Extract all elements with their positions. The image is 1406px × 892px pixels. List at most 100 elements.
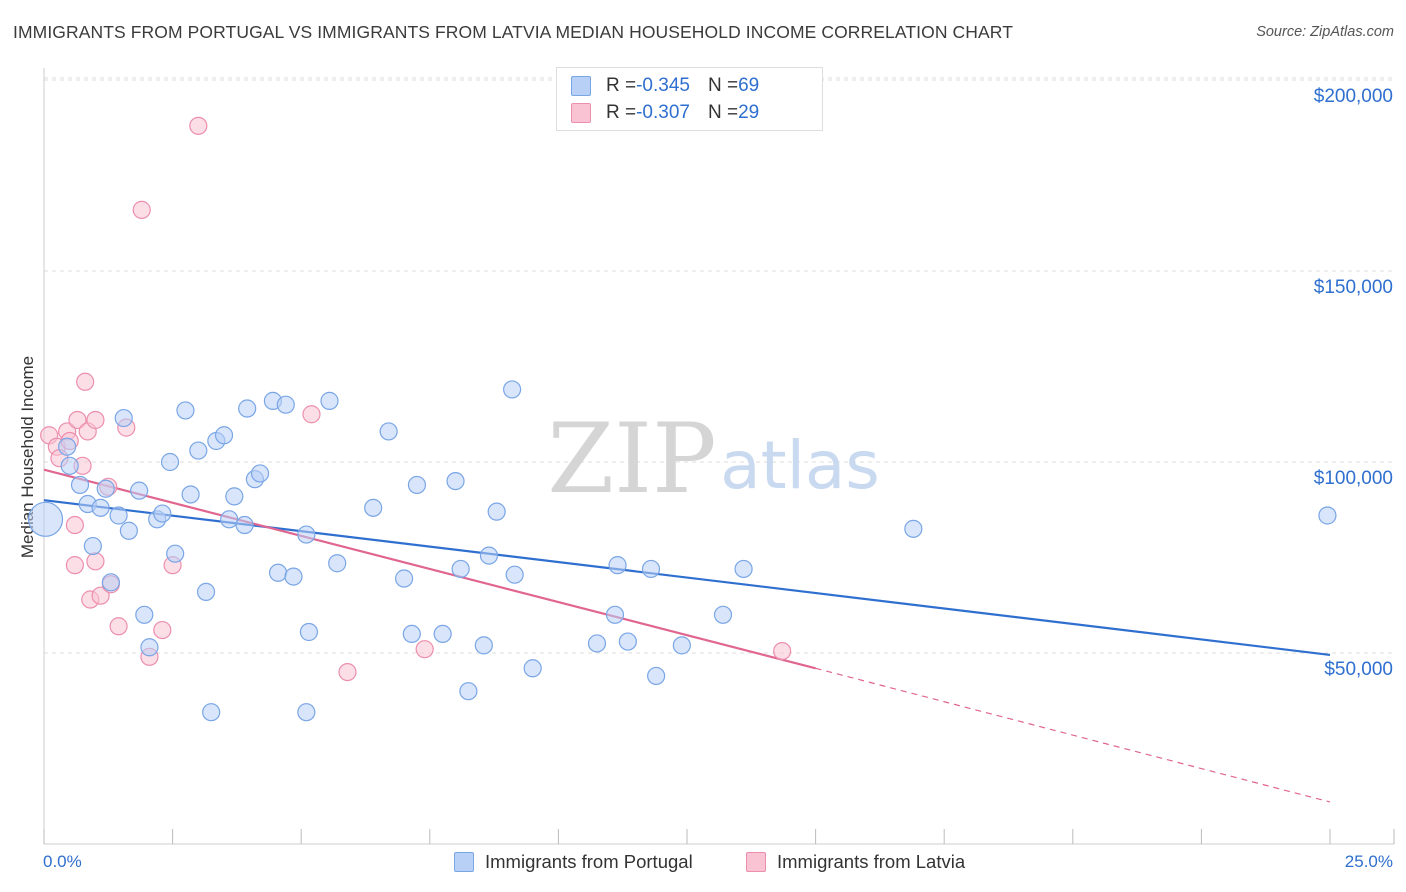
data-point-portugal bbox=[96, 479, 115, 498]
data-point-portugal bbox=[433, 624, 452, 644]
data-point-portugal bbox=[402, 624, 421, 644]
data-point-portugal bbox=[605, 605, 625, 624]
data-point-portugal bbox=[70, 475, 90, 495]
data-point-portugal bbox=[523, 659, 542, 678]
n-value-latvia: 29 bbox=[738, 102, 760, 123]
data-point-latvia bbox=[65, 515, 84, 535]
chart-title: IMMIGRANTS FROM PORTUGAL VS IMMIGRANTS F… bbox=[13, 22, 1013, 42]
r-value-portugal: -0.345 bbox=[636, 75, 690, 96]
r-label: R = bbox=[606, 75, 637, 96]
data-point-portugal bbox=[196, 582, 216, 601]
r-label: R = bbox=[606, 102, 637, 123]
trend-lines bbox=[43, 468, 1331, 803]
axes bbox=[43, 68, 1395, 845]
data-point-latvia bbox=[338, 662, 357, 682]
trend-line-portugal bbox=[43, 499, 1331, 657]
data-point-latvia bbox=[773, 641, 792, 661]
series-latvia bbox=[40, 116, 792, 682]
legend-swatch-portugal bbox=[454, 852, 474, 872]
watermark: ZIP atlas bbox=[547, 403, 879, 515]
data-point-portugal bbox=[503, 380, 522, 399]
data-point-portugal bbox=[320, 391, 339, 410]
data-point-portugal bbox=[328, 554, 347, 573]
source-credit: Source: ZipAtlas.com bbox=[1256, 24, 1394, 40]
data-point-portugal bbox=[276, 395, 295, 414]
data-point-portugal bbox=[235, 515, 254, 535]
data-point-portugal bbox=[379, 422, 398, 441]
n-label: N = bbox=[707, 102, 739, 123]
data-point-portugal bbox=[297, 525, 316, 544]
data-point-latvia bbox=[86, 552, 105, 571]
data-point-portugal bbox=[83, 536, 102, 556]
trend-line-latvia bbox=[43, 468, 816, 670]
series-portugal bbox=[27, 380, 1337, 722]
data-point-portugal bbox=[58, 437, 77, 456]
y-tick-label-50k: $50,000 bbox=[1324, 659, 1393, 680]
data-point-portugal bbox=[202, 703, 221, 722]
data-point-portugal bbox=[446, 472, 465, 491]
x-tick-label-min: 0.0% bbox=[43, 852, 82, 871]
data-point-portugal bbox=[904, 519, 923, 538]
data-point-portugal bbox=[672, 636, 691, 655]
data-point-portugal bbox=[176, 401, 195, 420]
data-point-portugal bbox=[487, 502, 506, 521]
data-point-latvia bbox=[76, 372, 95, 391]
data-point-latvia bbox=[153, 620, 172, 640]
data-point-latvia bbox=[132, 200, 151, 219]
correlation-legend: R = -0.345 N = 69 R = -0.307 N = 29 bbox=[556, 67, 823, 131]
legend-swatch-portugal bbox=[571, 76, 591, 96]
legend-label-latvia: Immigrants from Latvia bbox=[777, 851, 966, 872]
legend-item-latvia[interactable]: Immigrants from Latvia bbox=[746, 851, 965, 873]
data-point-portugal bbox=[618, 632, 637, 651]
data-point-portugal bbox=[608, 556, 627, 575]
data-point-portugal bbox=[364, 498, 383, 517]
data-point-portugal bbox=[394, 569, 414, 588]
data-point-portugal bbox=[713, 605, 733, 624]
data-point-portugal bbox=[160, 452, 180, 472]
data-point-portugal bbox=[1318, 506, 1337, 525]
legend-label-portugal: Immigrants from Portugal bbox=[485, 851, 693, 872]
data-point-latvia bbox=[65, 556, 84, 575]
data-point-portugal bbox=[734, 559, 753, 579]
data-point-portugal bbox=[297, 703, 316, 722]
data-point-portugal bbox=[250, 464, 270, 483]
data-point-portugal bbox=[459, 682, 478, 701]
data-point-latvia bbox=[415, 640, 434, 659]
data-point-portugal bbox=[130, 481, 149, 500]
data-point-portugal bbox=[505, 565, 524, 584]
data-point-portugal bbox=[225, 487, 244, 506]
r-value-latvia: -0.307 bbox=[636, 102, 690, 123]
data-point-portugal bbox=[587, 634, 607, 653]
data-point-portugal bbox=[647, 666, 666, 686]
data-point-latvia bbox=[86, 410, 105, 430]
legend-item-portugal[interactable]: Immigrants from Portugal bbox=[454, 851, 693, 873]
data-point-portugal bbox=[153, 504, 172, 523]
data-point-latvia bbox=[91, 586, 110, 605]
data-point-portugal bbox=[220, 510, 239, 529]
data-point-portugal bbox=[109, 506, 128, 525]
x-tick-label-max: 25.0% bbox=[1344, 852, 1393, 871]
data-point-portugal bbox=[140, 638, 159, 657]
data-point-portugal bbox=[479, 546, 499, 565]
data-point-portugal bbox=[119, 521, 138, 540]
data-point-portugal bbox=[181, 485, 200, 504]
data-point-portugal bbox=[641, 559, 661, 579]
data-point-portugal bbox=[60, 456, 79, 475]
data-point-portugal bbox=[407, 475, 427, 495]
data-point-portugal bbox=[166, 544, 185, 563]
trend-line-latvia-extrapolated bbox=[815, 667, 1331, 803]
data-point-portugal bbox=[474, 636, 493, 655]
data-point-portugal bbox=[101, 573, 120, 592]
data-point-portugal bbox=[214, 426, 234, 445]
legend-swatch-latvia bbox=[571, 103, 591, 123]
data-point-latvia bbox=[189, 116, 208, 135]
legend-row-latvia: R = -0.307 N = 29 bbox=[571, 101, 759, 125]
y-tick-label-100k: $100,000 bbox=[1313, 468, 1393, 489]
data-point-portugal bbox=[284, 567, 303, 586]
y-tick-label-200k: $200,000 bbox=[1313, 86, 1393, 107]
data-point-portugal bbox=[299, 622, 319, 642]
data-point-portugal bbox=[189, 441, 208, 460]
n-value-portugal: 69 bbox=[738, 75, 760, 96]
data-point-portugal bbox=[268, 563, 288, 582]
